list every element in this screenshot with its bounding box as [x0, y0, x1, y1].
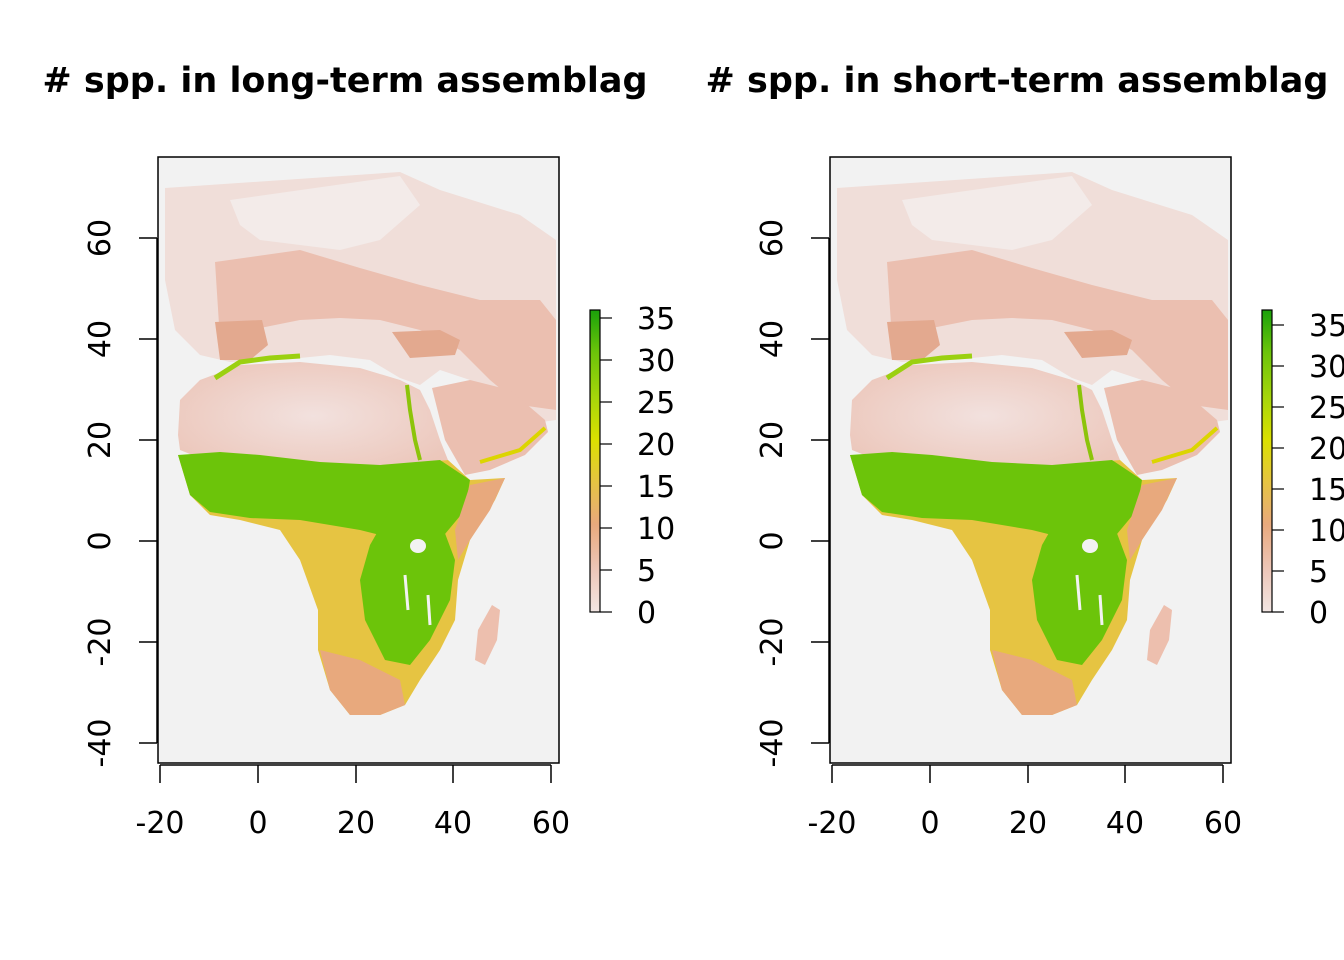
madagascar — [1147, 605, 1172, 665]
maghreb-coast — [885, 353, 973, 381]
map-raster — [157, 156, 560, 764]
nile — [405, 384, 422, 461]
europe-band — [215, 250, 556, 410]
legend-bar — [1261, 309, 1273, 613]
color-legend: 0 5 10 15 20 25 30 35 — [1261, 309, 1344, 631]
nile — [1077, 384, 1094, 461]
y-tick-label: 20 — [755, 421, 790, 459]
anatolia — [1064, 330, 1132, 358]
x-tick-label: 0 — [920, 806, 939, 841]
x-tick-label: 20 — [1009, 806, 1047, 841]
panel-short-term: # spp. in short-term assemblag — [706, 61, 1344, 841]
legend-label: 15 — [1309, 473, 1344, 508]
north-europe — [902, 176, 1092, 250]
sahara — [850, 362, 1120, 470]
y-axis: -40 -20 0 20 40 60 — [83, 219, 158, 768]
color-legend: 0 5 10 15 20 25 30 35 — [589, 302, 675, 631]
iberia — [887, 320, 940, 360]
legend-label: 25 — [1309, 391, 1344, 426]
arabia-coast — [1151, 426, 1219, 464]
legend-ticks — [600, 317, 612, 613]
x-tick-label: 40 — [1106, 806, 1144, 841]
legend-label: 15 — [637, 470, 675, 505]
y-tick-label: -40 — [83, 719, 118, 768]
y-tick-label: -20 — [83, 618, 118, 667]
map-frame — [157, 156, 560, 764]
lake-victoria — [410, 539, 426, 553]
y-tick-label: 60 — [755, 219, 790, 257]
y-tick-label: 40 — [83, 320, 118, 358]
legend-ticks — [1272, 324, 1284, 613]
horn-of-africa — [455, 478, 505, 560]
x-tick-label: 60 — [532, 806, 570, 841]
panel-title: # spp. in short-term assemblag — [706, 61, 1329, 101]
map-raster — [829, 156, 1232, 764]
arabia-coast — [479, 426, 547, 464]
legend-bar — [589, 309, 601, 613]
legend-label: 5 — [637, 554, 656, 589]
x-tick-label: 40 — [434, 806, 472, 841]
x-tick-label: 20 — [337, 806, 375, 841]
legend-label: 20 — [637, 428, 675, 463]
y-tick-label: 40 — [755, 320, 790, 358]
madagascar — [475, 605, 500, 665]
legend-label: 30 — [637, 344, 675, 379]
iberia — [215, 320, 268, 360]
panel-title: # spp. in long-term assemblag — [42, 61, 647, 101]
legend-label: 10 — [637, 512, 675, 547]
legend-label: 10 — [1309, 514, 1344, 549]
legend-label: 35 — [1309, 309, 1344, 344]
y-tick-label: 0 — [755, 531, 790, 550]
maghreb-coast — [213, 353, 301, 381]
legend-label: 35 — [637, 302, 675, 337]
sahara — [178, 362, 448, 470]
lake-malawi — [1098, 594, 1104, 626]
legend-label: 25 — [637, 386, 675, 421]
lake-victoria — [1082, 539, 1098, 553]
lake-tanganyika — [1075, 574, 1082, 611]
legend-label: 5 — [1309, 555, 1328, 590]
y-tick-label: 60 — [83, 219, 118, 257]
southern-tip — [992, 650, 1077, 715]
europe-band — [887, 250, 1228, 410]
x-tick-label: 60 — [1204, 806, 1242, 841]
southern-tip — [320, 650, 405, 715]
x-axis: -20 0 20 40 60 — [136, 764, 570, 841]
x-tick-label: -20 — [808, 806, 857, 841]
y-tick-label: -20 — [755, 618, 790, 667]
x-tick-label: -20 — [136, 806, 185, 841]
lake-malawi — [426, 594, 432, 626]
x-tick-label: 0 — [248, 806, 267, 841]
legend-label: 20 — [1309, 432, 1344, 467]
y-axis: -40 -20 0 20 40 60 — [755, 219, 830, 768]
x-axis: -20 0 20 40 60 — [808, 764, 1242, 841]
lake-tanganyika — [403, 574, 410, 611]
legend-label: 0 — [1309, 596, 1328, 631]
y-tick-label: 20 — [83, 421, 118, 459]
y-tick-label: -40 — [755, 719, 790, 768]
north-europe — [230, 176, 420, 250]
y-tick-label: 0 — [83, 531, 118, 550]
map-frame — [829, 156, 1232, 764]
anatolia — [392, 330, 460, 358]
horn-of-africa — [1127, 478, 1177, 560]
panel-long-term: # spp. in long-term assemblag — [42, 61, 675, 841]
legend-label: 0 — [637, 596, 656, 631]
legend-label: 30 — [1309, 350, 1344, 385]
